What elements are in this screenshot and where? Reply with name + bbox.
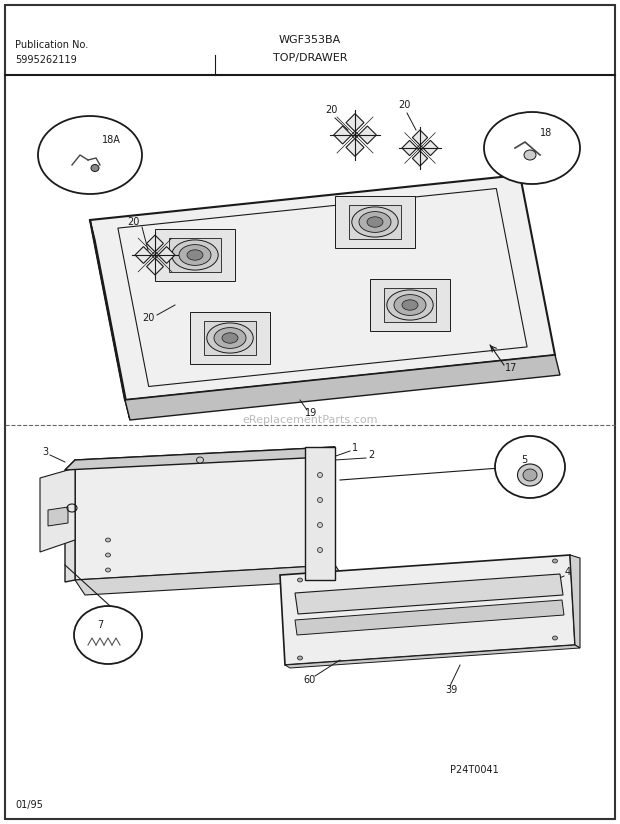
Ellipse shape [495, 436, 565, 498]
Polygon shape [280, 555, 575, 665]
Polygon shape [417, 145, 423, 152]
Text: Publication No.: Publication No. [15, 40, 88, 50]
Text: 20: 20 [143, 313, 155, 323]
Text: 01/95: 01/95 [15, 800, 43, 810]
Ellipse shape [105, 568, 110, 572]
Ellipse shape [105, 538, 110, 542]
Polygon shape [370, 279, 450, 331]
Text: 18: 18 [540, 128, 552, 138]
Ellipse shape [38, 116, 142, 194]
Ellipse shape [179, 245, 211, 265]
Text: 3: 3 [42, 447, 48, 457]
Polygon shape [125, 355, 560, 420]
Text: 2: 2 [368, 450, 374, 460]
Ellipse shape [317, 498, 322, 503]
Polygon shape [65, 460, 75, 582]
Polygon shape [346, 138, 364, 157]
Polygon shape [295, 574, 563, 614]
Polygon shape [135, 246, 152, 264]
Polygon shape [285, 645, 580, 668]
Text: 7: 7 [97, 620, 103, 630]
Polygon shape [335, 196, 415, 248]
Polygon shape [358, 126, 376, 144]
Ellipse shape [552, 559, 557, 563]
Text: 18A: 18A [102, 135, 121, 145]
Ellipse shape [552, 636, 557, 640]
Ellipse shape [524, 150, 536, 160]
Ellipse shape [367, 217, 383, 227]
Ellipse shape [402, 300, 418, 310]
Text: 19: 19 [305, 408, 317, 418]
Ellipse shape [523, 469, 537, 481]
Text: 4: 4 [565, 567, 571, 577]
Ellipse shape [74, 606, 142, 664]
Polygon shape [75, 447, 335, 580]
Text: 5995262119: 5995262119 [15, 55, 77, 65]
Ellipse shape [197, 457, 203, 463]
Ellipse shape [298, 578, 303, 582]
Ellipse shape [518, 464, 542, 486]
Polygon shape [48, 507, 68, 526]
Polygon shape [169, 238, 221, 272]
Polygon shape [295, 600, 564, 635]
Text: 20: 20 [398, 100, 410, 110]
Ellipse shape [298, 656, 303, 660]
Polygon shape [146, 235, 164, 252]
Ellipse shape [317, 547, 322, 553]
Polygon shape [75, 565, 345, 595]
Ellipse shape [484, 112, 580, 184]
Ellipse shape [222, 333, 238, 344]
Ellipse shape [214, 328, 246, 349]
Ellipse shape [207, 323, 253, 353]
Ellipse shape [187, 250, 203, 260]
Polygon shape [90, 175, 555, 400]
Polygon shape [40, 468, 75, 552]
Polygon shape [423, 140, 438, 156]
Ellipse shape [387, 290, 433, 320]
Ellipse shape [105, 553, 110, 557]
Ellipse shape [317, 522, 322, 527]
Polygon shape [402, 140, 417, 156]
Polygon shape [570, 555, 580, 648]
Polygon shape [151, 251, 159, 259]
Text: 39: 39 [445, 685, 458, 695]
Text: 20: 20 [128, 217, 140, 227]
Text: 60: 60 [304, 675, 316, 685]
Polygon shape [334, 126, 352, 144]
Polygon shape [158, 246, 175, 264]
Ellipse shape [91, 165, 99, 171]
Polygon shape [412, 151, 428, 166]
Text: TOP/DRAWER: TOP/DRAWER [273, 53, 347, 63]
Ellipse shape [359, 212, 391, 232]
Polygon shape [155, 229, 235, 281]
Text: 17: 17 [505, 363, 517, 373]
Polygon shape [305, 447, 335, 580]
Polygon shape [346, 114, 364, 132]
Text: eReplacementParts.com: eReplacementParts.com [242, 415, 378, 425]
Polygon shape [351, 131, 359, 139]
Text: 20: 20 [325, 105, 337, 115]
Polygon shape [412, 130, 428, 145]
Polygon shape [190, 312, 270, 364]
Polygon shape [350, 205, 401, 239]
Polygon shape [384, 288, 436, 321]
Text: WGF353BA: WGF353BA [279, 35, 341, 45]
Polygon shape [65, 447, 335, 470]
Polygon shape [205, 321, 255, 354]
Ellipse shape [172, 240, 218, 270]
Ellipse shape [352, 207, 398, 237]
Text: 5: 5 [521, 455, 527, 465]
Ellipse shape [317, 472, 322, 477]
Ellipse shape [394, 295, 426, 316]
Text: 1: 1 [352, 443, 358, 453]
Text: P24T0041: P24T0041 [450, 765, 498, 775]
Polygon shape [90, 220, 130, 420]
Polygon shape [146, 258, 164, 275]
